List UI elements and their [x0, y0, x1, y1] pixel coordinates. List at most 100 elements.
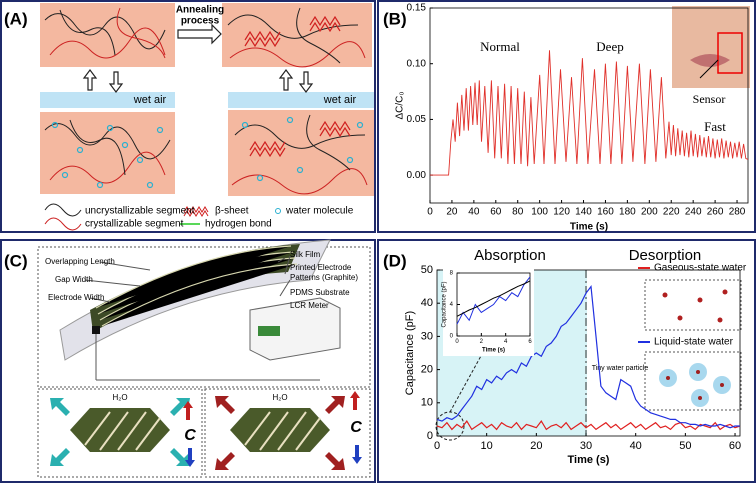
- y-tick-label: 0: [427, 430, 433, 442]
- annotation: Fast: [704, 119, 726, 134]
- panel-c: Overlapping Length Gap Width Electrode W…: [37, 239, 371, 478]
- stripes: [84, 411, 321, 451]
- x-tick-label: 0: [455, 339, 459, 345]
- connector: [92, 326, 100, 334]
- diagram-label: Printed Electrode: [290, 263, 352, 272]
- y-tick-label: 50: [421, 264, 433, 276]
- lips: [690, 54, 730, 67]
- x-axis-label: Time (s): [570, 222, 608, 233]
- panel-label: (C): [4, 251, 28, 270]
- x-tick-label: 120: [553, 207, 570, 218]
- x-tick-label: 200: [641, 207, 658, 218]
- x-tick-label: 50: [679, 440, 691, 452]
- molecule-label: H₂O: [112, 393, 127, 402]
- polymer-block: [40, 3, 175, 67]
- inset-background: [443, 269, 534, 356]
- wet-air-band: [40, 92, 175, 108]
- panel-frame: [0, 239, 376, 483]
- capacitance-symbol: C: [350, 419, 362, 436]
- wet-air-label: wet air: [323, 94, 357, 106]
- outward-arrows: [215, 396, 345, 470]
- subpanel: [204, 388, 371, 478]
- legend-label: crystallizable segment: [85, 219, 184, 230]
- y-tick-label: 20: [421, 364, 433, 376]
- y-axis-label: ΔC/C₀: [395, 91, 406, 119]
- pointer: [699, 59, 719, 79]
- electrode-closeup: [230, 408, 330, 452]
- annotation: Deep: [596, 39, 623, 54]
- y-tick-label: 0: [450, 334, 454, 340]
- x-tick-label: 140: [575, 207, 592, 218]
- legend-swatch: [275, 208, 281, 214]
- inward-arrows: [50, 398, 190, 466]
- legend-label: β-sheet: [215, 206, 249, 217]
- capacitance-symbol: C: [184, 427, 196, 444]
- c-down: [352, 445, 362, 464]
- arrows: [82, 23, 314, 93]
- series-line: [456, 276, 531, 325]
- x-tick-label: 30: [580, 440, 592, 452]
- x-axis-label: Time (s): [568, 454, 610, 466]
- phase-title: Desorption: [629, 247, 702, 264]
- polymer-block: [222, 3, 372, 67]
- annotation: Normal: [480, 39, 520, 54]
- polymer-block: [228, 110, 374, 196]
- leader-lines: [84, 255, 291, 303]
- electrode-fingers: [95, 245, 298, 327]
- legend-label: Liquid-state water: [654, 337, 734, 348]
- x-tick-label: 160: [597, 207, 614, 218]
- series-line: [436, 285, 740, 429]
- y-tick-label: 10: [421, 397, 433, 409]
- x-tick-label: 2: [480, 339, 484, 345]
- diagram-label: Silk Film: [290, 250, 321, 259]
- y-tick-label: 0.00: [407, 170, 427, 181]
- zoom-arrow: [449, 344, 488, 413]
- y-tick-label: 0.10: [407, 58, 427, 69]
- plot-frame: [436, 269, 741, 437]
- sensor-photo: [672, 6, 750, 88]
- diagram-label: Overlapping Length: [45, 257, 115, 266]
- y-tick-label: 4: [450, 302, 454, 308]
- meter-display: [258, 326, 280, 336]
- diagram-label: Electrode Width: [48, 293, 104, 302]
- legend-swatch: [44, 217, 82, 231]
- x-tick-label: 220: [663, 207, 680, 218]
- legend-swatch: [183, 206, 209, 217]
- annealing-label: process: [181, 16, 220, 27]
- plot-frame: [429, 7, 749, 204]
- y-tick-label: 8: [450, 271, 454, 277]
- polymer-block: [40, 112, 175, 194]
- electrode-closeup: [70, 408, 170, 452]
- lcr-meter: [249, 297, 341, 361]
- x-tick-label: 80: [512, 207, 524, 218]
- panel-label: (D): [383, 251, 407, 270]
- subpanel: [37, 246, 371, 388]
- y-tick-label: 40: [421, 297, 433, 309]
- panel-label: (A): [4, 9, 28, 28]
- x-tick-label: 240: [685, 207, 702, 218]
- legend-label: hydrogen bond: [205, 219, 272, 230]
- x-tick-label: 20: [446, 207, 458, 218]
- legend-label: Gaseous-state water: [654, 263, 747, 274]
- water-molecules: [51, 116, 364, 189]
- sensor-box: [717, 32, 743, 74]
- chains: [44, 7, 368, 195]
- x-tick-label: 10: [481, 440, 493, 452]
- x-tick-label: 0: [427, 207, 433, 218]
- x-tick-label: 40: [468, 207, 480, 218]
- c-up: [183, 401, 193, 420]
- wet-air-label: wet air: [133, 94, 167, 106]
- y-tick-label: 0.15: [407, 3, 427, 14]
- panel-label: (B): [383, 9, 407, 28]
- series-line: [436, 420, 741, 431]
- legend-label: water molecule: [285, 206, 354, 217]
- series-line: [456, 280, 531, 317]
- x-tick-label: 100: [531, 207, 548, 218]
- x-tick-label: 60: [490, 207, 502, 218]
- x-tick-label: 0: [434, 440, 440, 452]
- panel-frame: [0, 0, 376, 233]
- y-tick-label: 0.05: [407, 114, 427, 125]
- x-tick-label: 4: [504, 339, 508, 345]
- liquid-particles: [659, 363, 731, 407]
